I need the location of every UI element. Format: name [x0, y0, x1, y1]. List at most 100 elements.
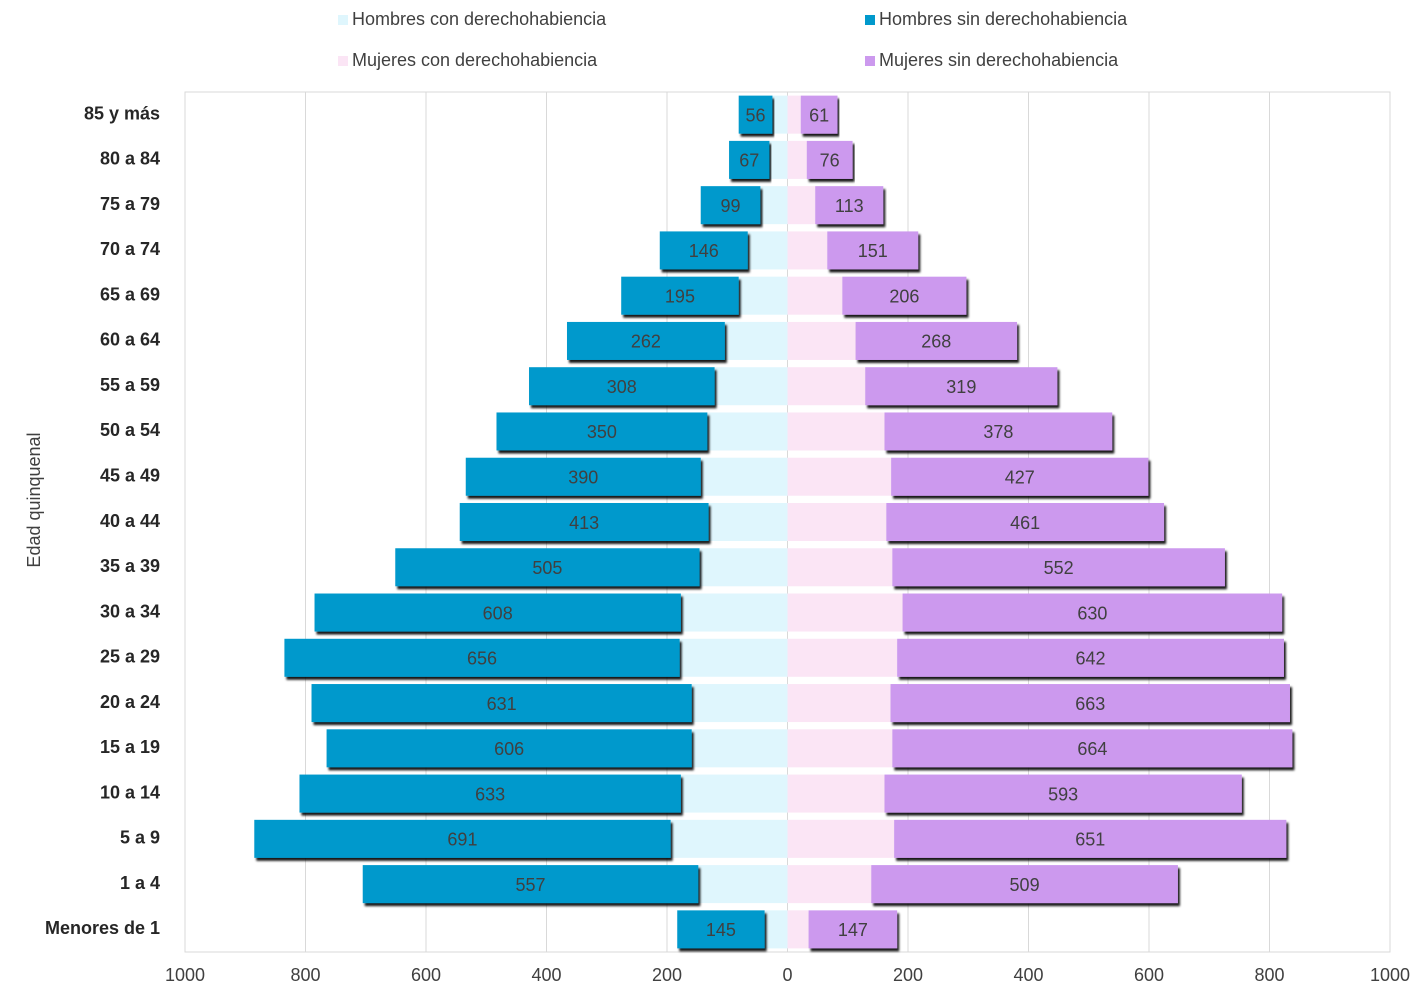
y-tick-label: 60 a 64: [100, 330, 160, 350]
bar-segment: [788, 458, 892, 496]
data-label: 350: [587, 422, 617, 442]
x-tick-label: 400: [531, 965, 561, 985]
data-label: 557: [516, 875, 546, 895]
bar-segment: [725, 322, 788, 360]
bar-segment: [788, 231, 828, 269]
x-tick-label: 800: [290, 965, 320, 985]
data-label: 195: [665, 286, 695, 306]
data-label: 608: [483, 603, 513, 623]
data-label: 76: [820, 151, 840, 171]
y-tick-label: 5 a 9: [120, 828, 160, 848]
bar-segment: [698, 865, 787, 903]
bar-segment: [681, 775, 788, 813]
bar-segment: [788, 186, 816, 224]
bar-segment: [788, 820, 895, 858]
data-label: 56: [746, 105, 766, 125]
data-label: 319: [946, 377, 976, 397]
bar-segment: [788, 141, 807, 179]
legend-label: Hombres sin derechohabiencia: [879, 9, 1128, 29]
y-tick-label: 35 a 39: [100, 556, 160, 576]
data-label: 651: [1075, 830, 1105, 850]
bar-segment: [748, 231, 788, 269]
bar-segment: [788, 367, 866, 405]
data-label: 509: [1010, 875, 1040, 895]
data-label: 593: [1048, 784, 1078, 804]
data-label: 664: [1077, 739, 1107, 759]
data-label: 262: [631, 332, 661, 352]
bar-segment: [692, 684, 788, 722]
data-label: 656: [467, 649, 497, 669]
x-tick-label: 600: [411, 965, 441, 985]
data-label: 146: [689, 241, 719, 261]
data-label: 113: [835, 196, 864, 216]
bar-segment: [788, 910, 809, 948]
bar-segment: [671, 820, 788, 858]
bar-segment: [788, 503, 887, 541]
bar-segment: [701, 458, 788, 496]
y-tick-label: 65 a 69: [100, 284, 160, 304]
data-label: 67: [739, 151, 759, 171]
chart: Edad quinquenal 100080060040020002004006…: [0, 0, 1418, 994]
data-label: 606: [494, 739, 524, 759]
y-axis-label: Edad quinquenal: [24, 432, 44, 567]
bar-segment: [769, 141, 787, 179]
bar-segment: [788, 594, 903, 632]
x-tick-label: 600: [1134, 965, 1164, 985]
y-tick-label: 50 a 54: [100, 420, 160, 440]
x-tick-label: 800: [1254, 965, 1284, 985]
legend-label: Mujeres con derechohabiencia: [352, 50, 598, 70]
bar-segment: [700, 548, 788, 586]
bar-segment: [788, 277, 843, 315]
legend-label: Mujeres sin derechohabiencia: [879, 50, 1119, 70]
bar-segment: [709, 503, 788, 541]
y-tick-label: 10 a 14: [100, 782, 160, 802]
data-label: 633: [475, 784, 505, 804]
data-label: 268: [921, 332, 951, 352]
bar-segment: [707, 412, 787, 450]
bar-segment: [788, 775, 885, 813]
data-label: 642: [1076, 649, 1106, 669]
data-label: 461: [1010, 513, 1040, 533]
data-label: 413: [569, 513, 599, 533]
bar-segment: [765, 910, 788, 948]
bar-segment: [788, 96, 801, 134]
data-label: 631: [487, 694, 517, 714]
bar-segment: [788, 548, 893, 586]
data-label: 147: [838, 920, 868, 940]
legend-swatch: [865, 56, 875, 66]
bar-segment: [788, 639, 898, 677]
data-label: 308: [607, 377, 637, 397]
y-tick-label: 15 a 19: [100, 737, 160, 757]
y-tick-label: 45 a 49: [100, 465, 160, 485]
data-label: 663: [1075, 694, 1105, 714]
y-tick-label: 30 a 34: [100, 601, 160, 621]
bar-segment: [772, 96, 787, 134]
bar-segment: [760, 186, 787, 224]
data-label: 145: [706, 920, 736, 940]
bar-segment: [788, 322, 856, 360]
data-label: 505: [532, 558, 562, 578]
x-tick-label: 1000: [165, 965, 205, 985]
data-label: 427: [1005, 467, 1035, 487]
bar-segment: [788, 865, 872, 903]
y-tick-label: 70 a 74: [100, 239, 160, 259]
legend-label: Hombres con derechohabiencia: [352, 9, 607, 29]
y-tick-label: 80 a 84: [100, 149, 160, 169]
bar-segment: [788, 729, 893, 767]
x-tick-label: 0: [782, 965, 792, 985]
bar-segment: [681, 594, 788, 632]
data-label: 151: [858, 241, 888, 261]
x-tick-label: 200: [652, 965, 682, 985]
x-tick-label: 1000: [1370, 965, 1410, 985]
data-label: 378: [983, 422, 1013, 442]
y-tick-label: 75 a 79: [100, 194, 160, 214]
y-tick-label: Menores de 1: [45, 918, 160, 938]
legend-swatch: [865, 15, 875, 25]
legend-swatch: [338, 15, 348, 25]
data-label: 630: [1077, 603, 1107, 623]
y-tick-label: 55 a 59: [100, 375, 160, 395]
bar-segment: [692, 729, 788, 767]
data-label: 691: [447, 830, 477, 850]
data-label: 390: [568, 467, 598, 487]
legend-swatch: [338, 56, 348, 66]
